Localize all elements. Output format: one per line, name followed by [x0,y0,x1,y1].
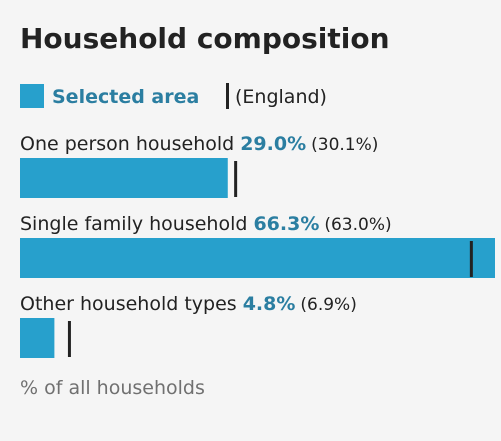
comparison-label: (63.0%) [324,215,391,235]
legend-label: Selected area [52,86,199,108]
bar [20,238,495,278]
legend-swatch [20,84,44,108]
value-label: 66.3% [253,213,319,235]
legend-marker [226,83,229,109]
category-label: One person household [20,133,234,155]
bar [20,318,55,358]
value-label: 4.8% [243,293,296,315]
comparison-label: (30.1%) [311,135,378,155]
row-label: Single family household 66.3% (63.0%) [20,213,392,235]
row-label: One person household 29.0% (30.1%) [20,133,378,155]
bar [20,158,228,198]
chart-title: Household composition [20,22,390,55]
value-label: 29.0% [240,133,306,155]
category-label: Other household types [20,293,237,315]
legend-label: (England) [235,86,327,108]
axis-label: % of all households [20,377,205,399]
comparison-label: (6.9%) [300,295,356,315]
category-label: Single family household [20,213,247,235]
row-label: Other household types 4.8% (6.9%) [20,293,357,315]
